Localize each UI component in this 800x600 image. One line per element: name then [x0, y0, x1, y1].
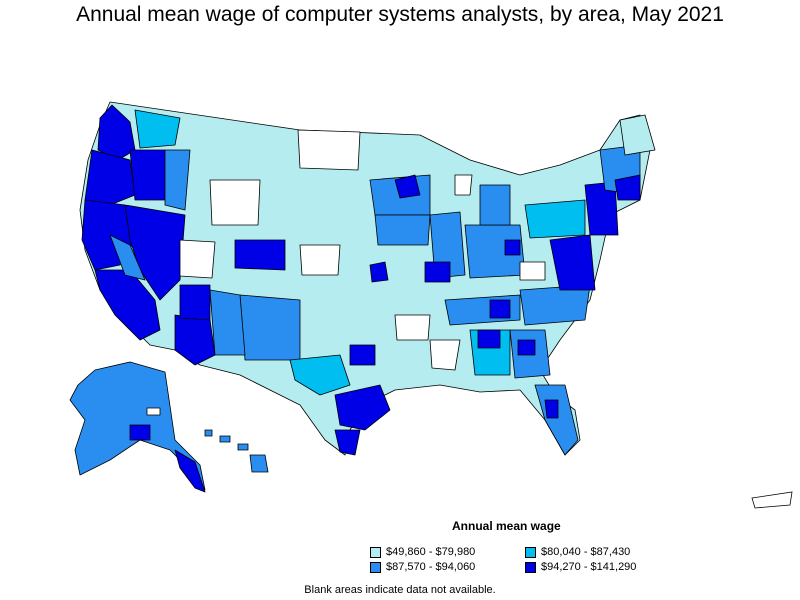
- region-missouri: [424, 261, 451, 283]
- blank-utah: [179, 239, 216, 279]
- region-illinois: [429, 211, 466, 279]
- region-atlanta: [517, 339, 536, 356]
- legend-swatch-3: [370, 561, 381, 573]
- region-oregon-east: [129, 149, 166, 201]
- region-kansas-city: [369, 261, 389, 283]
- blank-alaska-interior: [146, 407, 161, 416]
- region-oregon-west: [84, 149, 136, 206]
- region-huntsville: [477, 329, 501, 349]
- region-alaska-panhandle: [174, 449, 206, 493]
- legend-swatch-2: [525, 546, 536, 558]
- legend-item-4: $94,270 - $141,290: [525, 561, 636, 573]
- blank-mississippi: [429, 339, 461, 371]
- region-ohio-central: [504, 239, 521, 256]
- region-minneapolis: [394, 174, 421, 199]
- region-houston-area: [334, 384, 391, 431]
- region-washington-east: [134, 109, 181, 149]
- region-new-mexico: [239, 294, 301, 361]
- region-nashville: [489, 299, 511, 319]
- legend-label-3: $87,570 - $94,060: [386, 561, 476, 573]
- region-hawaii-oahu: [219, 435, 231, 443]
- region-puerto-rico: [751, 491, 793, 509]
- region-anchorage: [129, 424, 151, 441]
- region-idaho: [164, 149, 191, 211]
- region-colorado-front: [234, 239, 286, 271]
- blank-north-dakota: [297, 129, 361, 171]
- region-maine: [619, 114, 656, 156]
- region-south-texas: [334, 429, 361, 456]
- blank-kentucky: [519, 261, 546, 281]
- region-pennsylvania: [524, 199, 586, 239]
- legend-swatch-4: [525, 561, 536, 573]
- region-carolinas: [519, 284, 591, 326]
- region-dallas: [349, 344, 376, 366]
- legend-label-1: $49,860 - $79,980: [386, 546, 476, 558]
- legend-label-2: $80,040 - $87,430: [541, 546, 631, 558]
- region-nevada: [124, 204, 186, 301]
- legend-item-1: $49,860 - $79,980: [370, 546, 475, 558]
- region-virginia-dc: [549, 234, 596, 291]
- region-florida: [534, 384, 579, 456]
- region-boston: [614, 174, 641, 201]
- legend-item-3: $87,570 - $94,060: [370, 561, 475, 573]
- footnote: Blank areas indicate data not available.: [304, 584, 496, 596]
- region-michigan: [479, 184, 511, 226]
- blank-kansas: [299, 244, 341, 276]
- region-hawaii-big-island: [249, 454, 269, 473]
- blank-wyoming: [209, 179, 261, 226]
- legend-title: Annual mean wage: [452, 519, 561, 533]
- region-arizona-north: [179, 284, 211, 321]
- legend-label-4: $94,270 - $141,290: [541, 561, 637, 573]
- blank-arkansas: [394, 314, 431, 341]
- region-florida-tampa: [544, 399, 559, 419]
- legend-item-2: $80,040 - $87,430: [525, 546, 630, 558]
- map-title: Annual mean wage of computer systems ana…: [76, 3, 724, 26]
- region-hawaii-kauai: [204, 429, 213, 437]
- legend-swatch-1: [370, 546, 381, 558]
- region-arizona-south: [174, 314, 216, 366]
- region-west-texas: [289, 354, 351, 396]
- region-central-california: [109, 234, 146, 281]
- region-iowa: [374, 214, 431, 246]
- region-arizona-central: [209, 289, 246, 356]
- blank-wisconsin-north: [454, 174, 473, 196]
- region-hawaii-maui: [237, 443, 249, 451]
